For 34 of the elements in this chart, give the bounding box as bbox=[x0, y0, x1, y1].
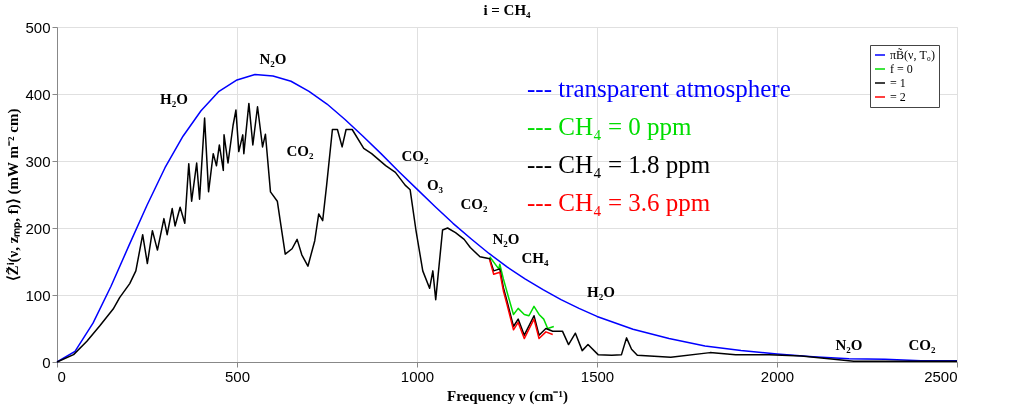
annotation: H₂O bbox=[587, 284, 615, 300]
annotation: CO₂ bbox=[460, 196, 488, 212]
annotation: H₂O bbox=[160, 91, 188, 107]
annotation: --- transparent atmosphere bbox=[527, 75, 791, 102]
x-tick-label: 1000 bbox=[400, 367, 435, 385]
y-tick-label: 100 bbox=[25, 286, 51, 304]
annotation: CO₂ bbox=[286, 143, 314, 159]
annotation: N₂O bbox=[835, 337, 863, 353]
y-tick-label: 200 bbox=[25, 219, 51, 237]
x-tick-label: 0 bbox=[57, 367, 66, 385]
y-tick-label: 300 bbox=[25, 152, 51, 170]
annotation: N₂O bbox=[259, 51, 287, 67]
annotation: CO₂ bbox=[908, 337, 936, 353]
annotation: CO₂ bbox=[401, 148, 429, 164]
annotation: O₃ bbox=[426, 177, 444, 193]
annotation: N₂O bbox=[492, 231, 520, 247]
y-tick-label: 400 bbox=[25, 85, 51, 103]
x-tick-label: 1500 bbox=[580, 367, 615, 385]
annotation: --- CH₄ = 0 ppm bbox=[527, 113, 693, 140]
legend-label: = 1 bbox=[890, 76, 906, 90]
annotation: --- CH₄ = 3.6 ppm bbox=[527, 189, 711, 216]
x-tick-label: 2000 bbox=[760, 367, 795, 385]
y-tick-label: 500 bbox=[25, 18, 51, 36]
y-axis-title: ⟨Z̃ⁱ(ν, zₘₚ, f)⟩ (mW m⁻² cm) bbox=[5, 108, 23, 282]
annotation: --- CH₄ = 1.8 ppm bbox=[527, 151, 711, 178]
x-tick-label: 2500 bbox=[924, 367, 958, 385]
y-tick-label: 0 bbox=[42, 353, 51, 371]
legend-label: πB̃(ν, T₀) bbox=[890, 47, 935, 62]
x-tick-label: 500 bbox=[224, 367, 251, 385]
annotation: CH₄ bbox=[521, 250, 549, 266]
chart-title: i = CH₄ bbox=[483, 2, 532, 18]
x-axis-title: Frequency ν (cm⁻¹) bbox=[447, 387, 568, 405]
legend-label: = 2 bbox=[890, 90, 906, 104]
legend-label: f = 0 bbox=[890, 62, 913, 76]
